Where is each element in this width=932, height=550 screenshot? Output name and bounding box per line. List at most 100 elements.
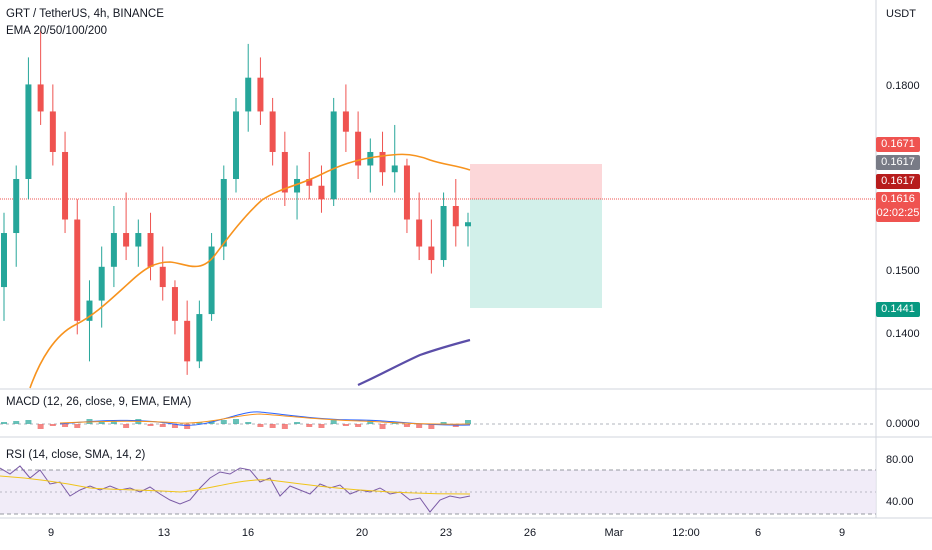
last-price-tag: 0.1617	[876, 174, 920, 189]
macd-histogram-bar	[306, 424, 313, 427]
macd-histogram-bar	[49, 424, 56, 426]
macd-histogram-bar	[465, 420, 471, 424]
target-price-tag: 0.1441	[876, 302, 920, 317]
macd-histogram-bar	[1, 422, 7, 424]
candle-body	[330, 111, 337, 200]
candle-body	[37, 84, 44, 112]
stop-loss-zone[interactable]	[470, 164, 602, 199]
macd-histogram-bar	[269, 424, 276, 428]
candle-body	[342, 111, 349, 132]
time-label: 23	[439, 527, 453, 539]
candle-body	[379, 151, 386, 173]
time-label: 12:00	[672, 527, 700, 539]
price-tick-2: 0.1500	[886, 265, 920, 277]
macd-histogram-bar	[159, 424, 166, 427]
candle-body	[13, 178, 20, 234]
macd-histogram-bar	[123, 424, 130, 428]
candle-body	[367, 151, 374, 166]
macd-histogram-bar	[379, 424, 386, 429]
candle-body	[196, 314, 203, 362]
candle-body	[25, 84, 32, 179]
candle-body	[208, 246, 215, 315]
take-profit-zone[interactable]	[470, 199, 602, 308]
candle-body	[281, 151, 288, 193]
candle-body	[49, 111, 56, 152]
macd-histogram-bar	[110, 421, 117, 424]
rsi-tick-40: 40.00	[886, 496, 914, 508]
macd-histogram-bar	[147, 424, 154, 426]
candle-body	[440, 206, 447, 261]
macd-histogram-bar	[416, 424, 423, 428]
candle-body	[245, 77, 252, 112]
price-tick-1: 0.1800	[886, 80, 920, 92]
time-label: 26	[523, 527, 537, 539]
candle-body	[1, 233, 7, 288]
symbol-title[interactable]: GRT / TetherUS, 4h, BINANCE	[6, 8, 164, 20]
time-label: 13	[157, 527, 171, 539]
macd-signal-line	[59, 413, 471, 425]
ema-purple-line	[357, 338, 471, 387]
currency-label[interactable]: USDT	[886, 8, 916, 20]
candle-body	[306, 178, 313, 186]
time-label: 16	[241, 527, 255, 539]
candle-body	[184, 320, 191, 362]
macd-histogram-bar	[403, 424, 410, 427]
macd-histogram-bar	[220, 420, 227, 424]
rsi-ma-line	[0, 475, 471, 495]
macd-histogram-bar	[245, 422, 252, 424]
candle-body	[403, 165, 410, 220]
macd-histogram-bar	[74, 424, 81, 428]
candle-body	[269, 111, 276, 152]
candle-body	[159, 266, 166, 288]
macd-histogram-bar	[233, 419, 239, 424]
macd-histogram-bar	[171, 424, 178, 428]
candle-body	[98, 266, 105, 301]
current-price-value: 0.1616	[881, 193, 915, 205]
macd-histogram-bar	[98, 422, 105, 424]
time-label: Mar	[604, 527, 624, 539]
candle-body	[318, 185, 325, 200]
macd-histogram-bar	[342, 424, 349, 426]
candle-body	[86, 300, 93, 321]
macd-histogram-bar	[257, 424, 264, 427]
macd-zero-tick: 0.0000	[886, 418, 920, 430]
macd-histogram-bar	[196, 422, 203, 424]
candle-body	[416, 219, 423, 247]
candle-body	[391, 165, 398, 173]
rsi-legend[interactable]: RSI (14, close, SMA, 14, 2)	[6, 449, 146, 461]
candle-body	[220, 178, 227, 247]
macd-histogram-bar	[25, 420, 32, 424]
candle-body	[123, 233, 130, 247]
candle-body	[428, 246, 435, 261]
candle-body	[171, 287, 178, 321]
macd-histogram-bar	[13, 421, 20, 424]
candle-body	[74, 219, 81, 321]
time-label: 20	[355, 527, 369, 539]
candle-body	[110, 233, 117, 267]
rsi-tick-80: 80.00	[886, 454, 914, 466]
macd-histogram-bar	[355, 424, 362, 427]
ema-legend[interactable]: EMA 20/50/100/200	[6, 25, 108, 37]
candle-body	[355, 131, 362, 166]
time-label: 9	[838, 527, 846, 539]
macd-legend[interactable]: MACD (12, 26, close, 9, EMA, EMA)	[6, 396, 192, 408]
candle-body	[452, 206, 459, 227]
ema-price-tag: 0.1617	[876, 155, 920, 170]
bar-countdown: 02:02:25	[876, 207, 920, 219]
current-price-tag: 0.1616 02:02:25	[876, 192, 920, 222]
candle-body	[233, 111, 239, 179]
candle-body	[257, 77, 264, 112]
candle-body	[465, 222, 471, 227]
macd-histogram-bar	[37, 424, 44, 429]
macd-histogram-bar	[440, 422, 447, 424]
macd-histogram-bar	[330, 419, 337, 424]
rsi-line	[0, 465, 471, 513]
candlestick-series	[1, 30, 471, 375]
stop-price-tag: 0.1671	[876, 137, 920, 152]
macd-histogram	[1, 419, 471, 429]
macd-histogram-bar	[318, 424, 325, 428]
candle-body	[62, 151, 69, 220]
macd-histogram-bar	[367, 420, 374, 424]
macd-histogram-bar	[428, 424, 435, 429]
